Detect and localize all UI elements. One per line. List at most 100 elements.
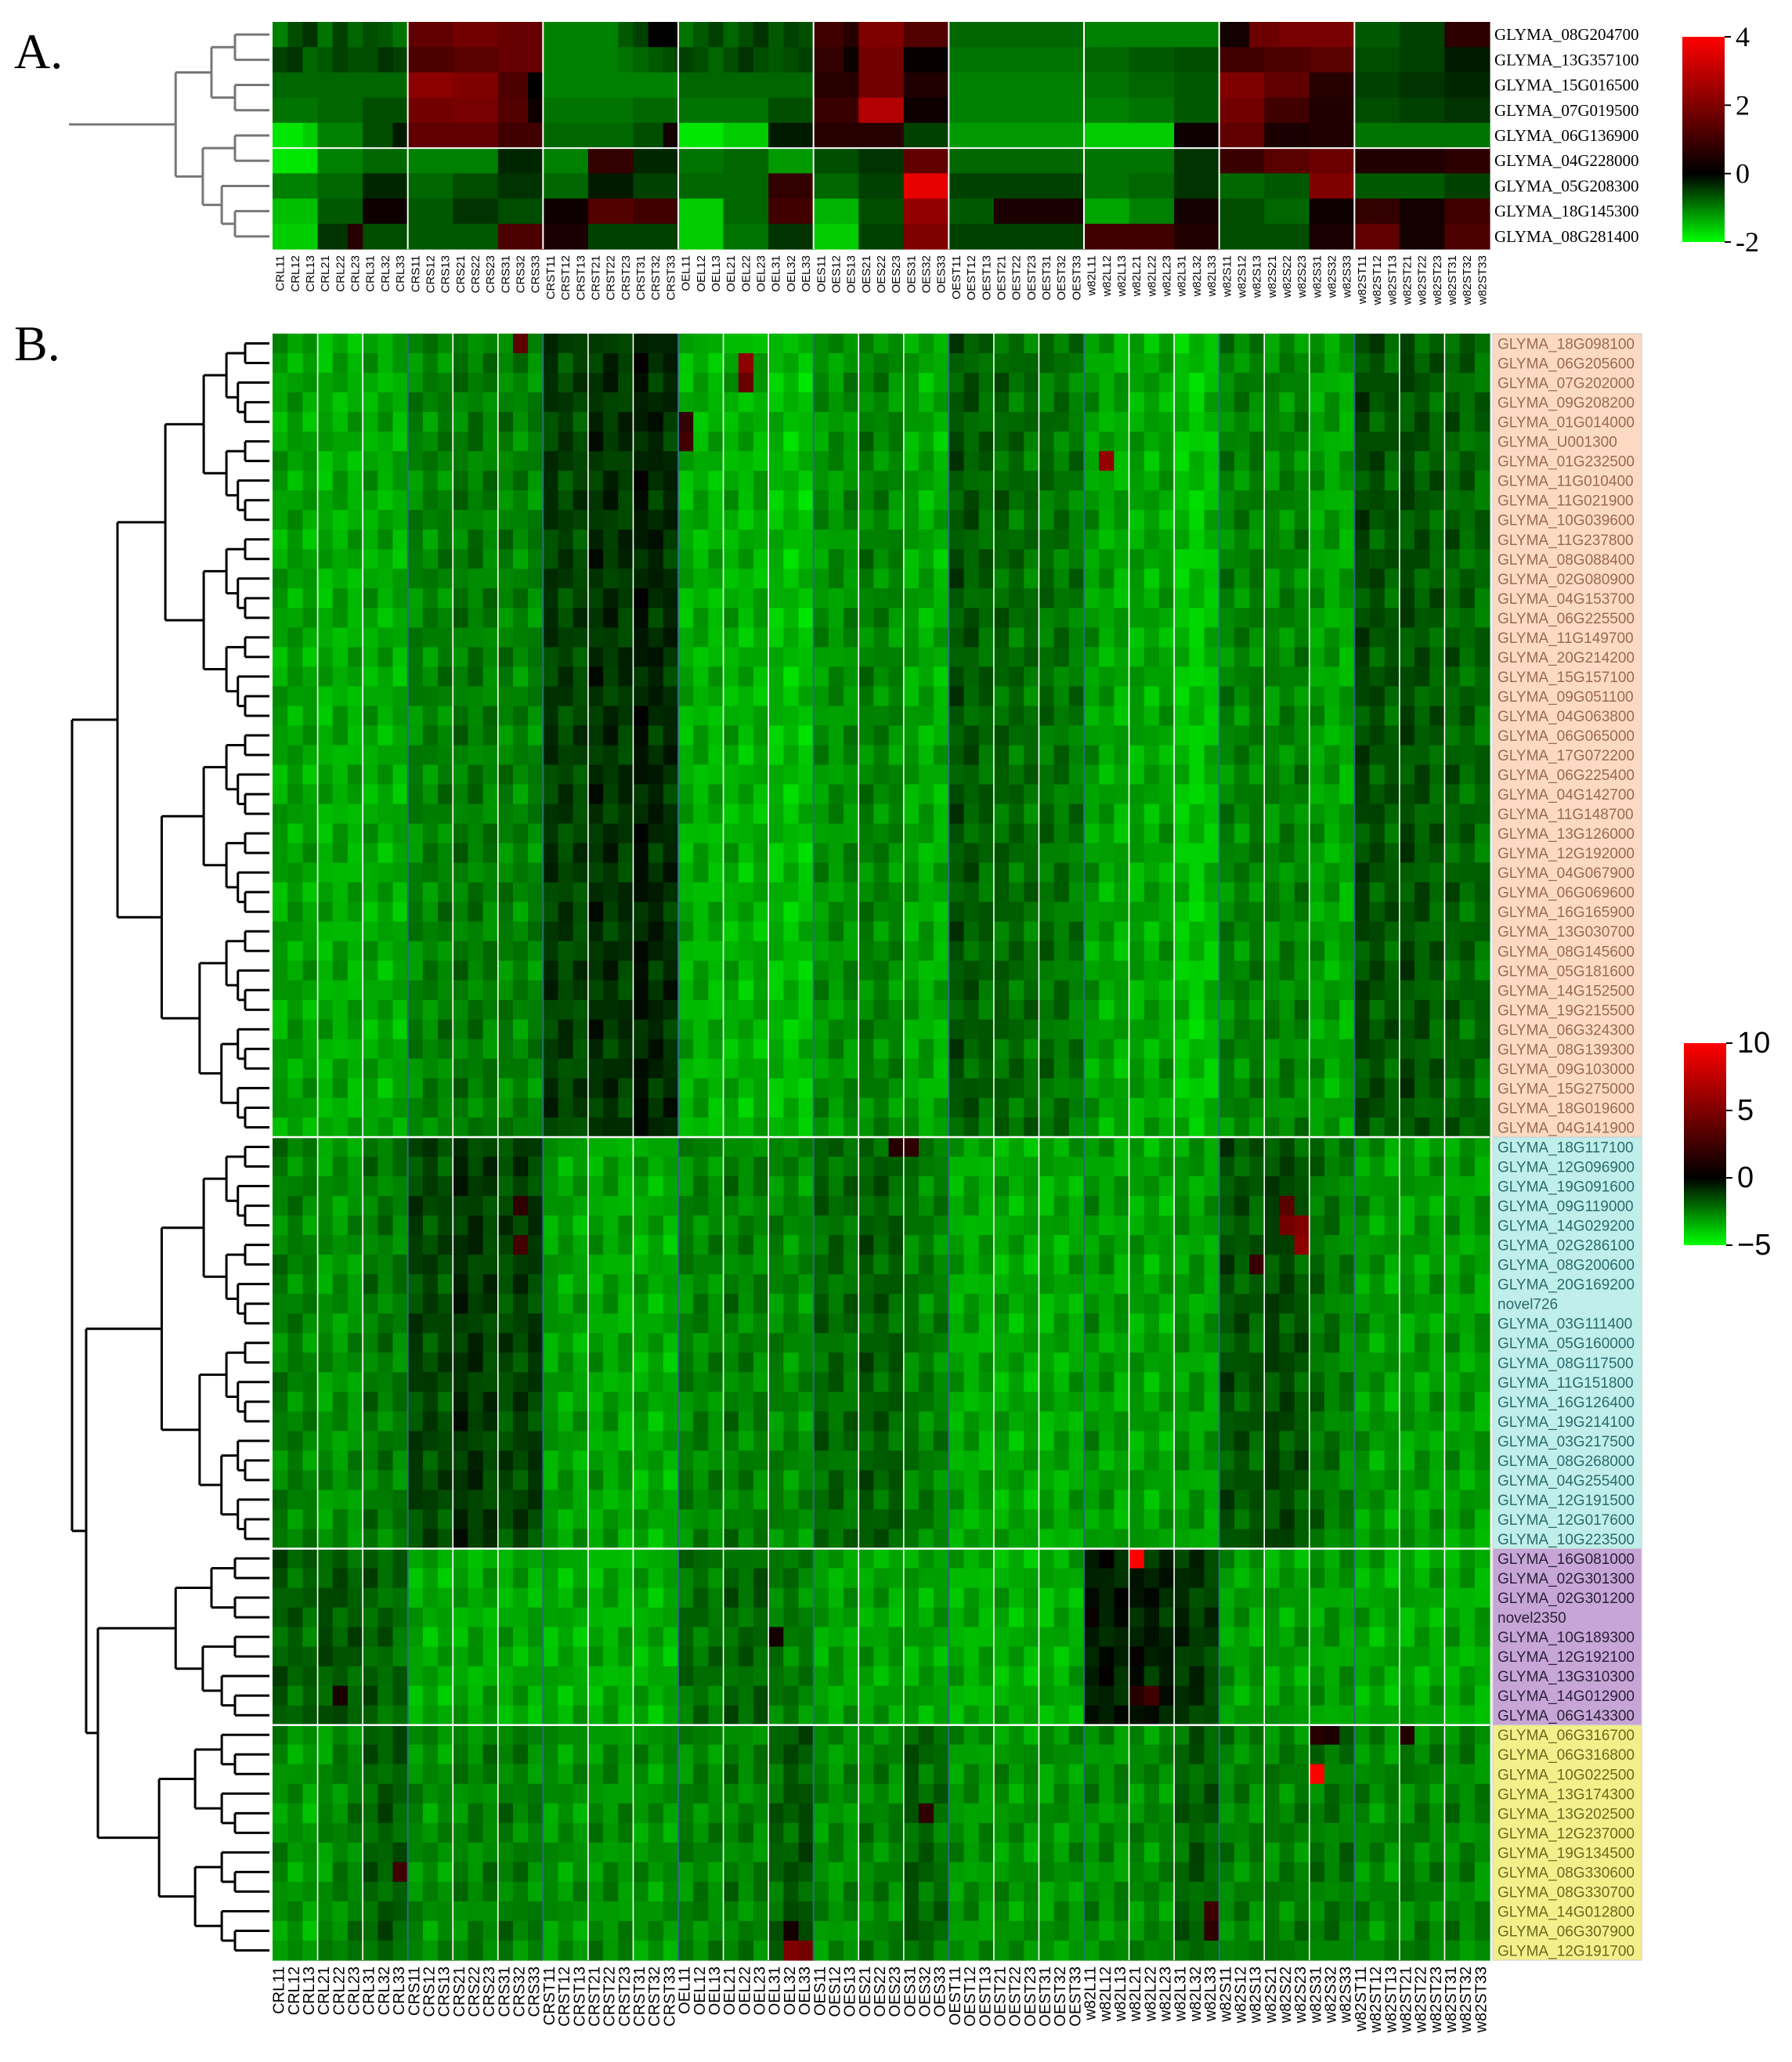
heatmap-cell <box>1354 803 1371 825</box>
heatmap-cell <box>1264 1274 1281 1295</box>
heatmap-cell <box>317 960 334 981</box>
heatmap-cell <box>783 510 800 530</box>
heatmap-cell <box>693 1019 709 1040</box>
heatmap-cell <box>723 608 739 628</box>
heatmap-cell <box>1099 47 1115 74</box>
heatmap-cell <box>1249 608 1265 628</box>
heatmap-cell <box>273 22 288 48</box>
heatmap-cell <box>858 882 875 903</box>
heatmap-cell <box>993 1019 1010 1040</box>
heatmap-cell <box>633 1117 649 1138</box>
heatmap-cell <box>648 198 664 225</box>
heatmap-cell <box>573 72 589 99</box>
heatmap-cell <box>1309 1255 1325 1275</box>
heatmap-cell <box>858 1038 875 1060</box>
heatmap-cell <box>693 941 709 962</box>
heatmap-cell <box>392 980 409 1001</box>
heatmap-cell <box>813 960 829 981</box>
heatmap-cell <box>1158 47 1175 74</box>
heatmap-cell <box>963 334 980 354</box>
heatmap-cell <box>468 1117 484 1138</box>
heatmap-cell <box>558 1274 574 1295</box>
heatmap-cell <box>497 198 514 225</box>
heatmap-cell <box>543 1235 559 1255</box>
heatmap-cell <box>1294 941 1310 962</box>
heatmap-cell <box>482 960 499 981</box>
heatmap-cell <box>633 1157 649 1177</box>
heatmap-cell <box>1204 901 1220 923</box>
heatmap-cell <box>768 1255 784 1275</box>
heatmap-cell <box>1264 47 1281 74</box>
heatmap-cell <box>482 1255 499 1275</box>
heatmap-cell <box>363 1136 378 1157</box>
heatmap-cell <box>543 529 559 550</box>
heatmap-cell <box>678 666 694 688</box>
heatmap-cell <box>844 198 859 225</box>
heatmap-cell <box>453 1176 469 1197</box>
heatmap-cell <box>948 1294 965 1314</box>
heatmap-cell <box>1084 122 1100 149</box>
heatmap-cell <box>453 47 469 74</box>
heatmap-cell <box>1129 1038 1145 1060</box>
heatmap-cell <box>903 1117 919 1138</box>
heatmap-cell <box>948 686 965 707</box>
heatmap-cell <box>1129 72 1145 99</box>
heatmap-cell <box>1084 608 1100 628</box>
heatmap-cell <box>978 1313 995 1334</box>
heatmap-cell <box>528 1157 544 1177</box>
heatmap-cell <box>1324 999 1340 1020</box>
heatmap-cell <box>888 1274 905 1295</box>
heatmap-cell <box>558 725 574 746</box>
heatmap-cell <box>934 843 949 864</box>
heatmap-cell <box>497 686 514 707</box>
heatmap-cell <box>1264 1019 1281 1040</box>
heatmap-cell <box>543 549 559 569</box>
heatmap-cell <box>798 686 815 707</box>
heatmap-cell <box>317 412 334 432</box>
heatmap-cell <box>738 412 754 432</box>
heatmap-cell <box>407 980 424 1001</box>
heatmap-cell <box>1189 198 1205 225</box>
heatmap-cell <box>438 1117 453 1138</box>
heatmap-cell <box>963 862 980 883</box>
heatmap-cell <box>1129 764 1145 785</box>
heatmap-cell <box>543 373 559 393</box>
heatmap-cell <box>1264 588 1281 608</box>
heatmap-cell <box>873 1078 890 1099</box>
column-label: w82S32 <box>1326 255 1339 298</box>
heatmap-cell <box>1384 647 1400 668</box>
heatmap-cell <box>407 490 424 511</box>
heatmap-cell <box>813 980 829 1001</box>
heatmap-cell <box>1009 373 1024 393</box>
heatmap-cell <box>392 666 409 688</box>
heatmap-cell <box>633 901 649 923</box>
heatmap-cell <box>1234 451 1250 471</box>
heatmap-cell <box>738 980 754 1001</box>
heatmap-cell <box>708 921 724 942</box>
heatmap-cell <box>1474 803 1490 825</box>
heatmap-cell <box>317 353 334 374</box>
heatmap-cell <box>363 1117 378 1138</box>
heatmap-cell <box>934 764 949 785</box>
heatmap-cell <box>888 1255 905 1275</box>
heatmap-cell <box>708 706 724 727</box>
heatmap-cell <box>363 843 378 864</box>
heatmap-cell <box>573 784 589 805</box>
heatmap-cell <box>693 373 709 393</box>
heatmap-cell <box>678 588 694 608</box>
heatmap-cell <box>1114 373 1130 393</box>
heatmap-cell <box>1474 72 1490 99</box>
heatmap-cell <box>1474 1117 1490 1138</box>
heatmap-cell <box>1204 72 1220 99</box>
heatmap-cell <box>1294 588 1310 608</box>
heatmap-cell <box>753 353 769 374</box>
heatmap-cell <box>1053 412 1070 432</box>
heatmap-cell <box>858 529 875 550</box>
heatmap-cell <box>963 1235 980 1255</box>
heatmap-cell <box>1309 97 1325 124</box>
heatmap-cell <box>603 803 619 825</box>
heatmap-cell <box>678 1294 694 1314</box>
heatmap-cell <box>663 1255 679 1275</box>
heatmap-cell <box>1024 1235 1040 1255</box>
heatmap-cell <box>287 451 303 471</box>
